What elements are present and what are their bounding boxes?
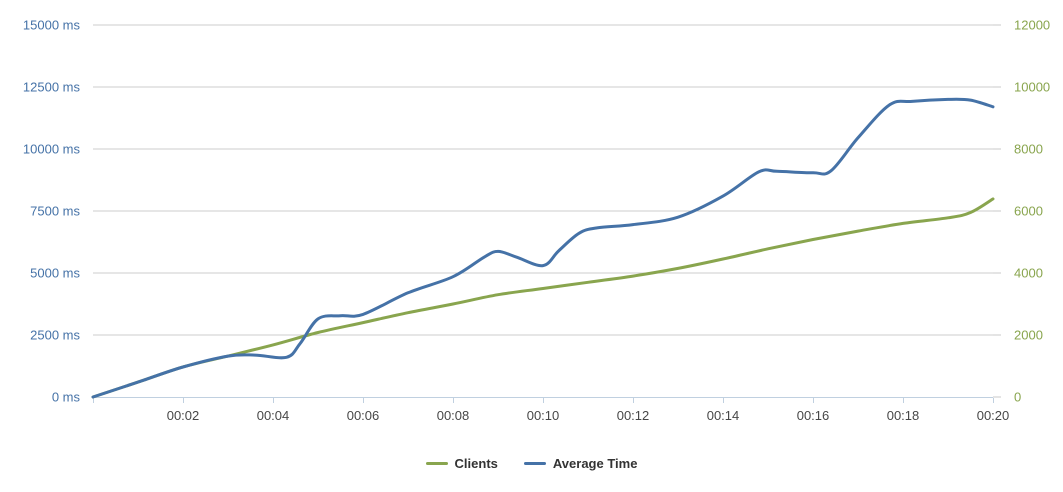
y-axis-right-label: 10000 xyxy=(1014,80,1050,95)
legend: Clients Average Time xyxy=(0,456,1063,471)
y-axis-left-label: 2500 ms xyxy=(30,328,80,343)
y-axis-left-label: 0 ms xyxy=(52,390,81,405)
y-axis-right-label: 2000 xyxy=(1014,328,1043,343)
x-axis-label: 00:04 xyxy=(257,408,290,423)
legend-item-clients[interactable]: Clients xyxy=(425,456,498,471)
legend-line-swatch-clients xyxy=(425,462,448,465)
x-axis-label: 00:20 xyxy=(977,408,1010,423)
x-axis-label: 00:02 xyxy=(167,408,200,423)
y-axis-right-label: 6000 xyxy=(1014,204,1043,219)
legend-label-clients: Clients xyxy=(454,456,498,471)
y-axis-left-label: 10000 ms xyxy=(23,142,81,157)
y-axis-right-label: 4000 xyxy=(1014,266,1043,281)
y-axis-left-label: 7500 ms xyxy=(30,204,80,219)
y-axis-right-label: 12000 xyxy=(1014,18,1050,33)
x-axis-label: 00:18 xyxy=(887,408,920,423)
x-axis-label: 00:14 xyxy=(707,408,740,423)
legend-line-swatch-average-time xyxy=(523,462,546,465)
x-axis-label: 00:06 xyxy=(347,408,380,423)
x-axis-label: 00:12 xyxy=(617,408,650,423)
series-line-clients[interactable] xyxy=(91,197,995,399)
y-axis-right-label: 0 xyxy=(1014,390,1021,405)
y-axis-left-label: 5000 ms xyxy=(30,266,80,281)
series-line-average-time[interactable] xyxy=(91,97,995,399)
y-axis-left-label: 15000 ms xyxy=(23,18,81,33)
y-axis-left-label: 12500 ms xyxy=(23,80,81,95)
y-axis-right-label: 8000 xyxy=(1014,142,1043,157)
legend-item-average-time[interactable]: Average Time xyxy=(523,456,638,471)
x-axis-label: 00:10 xyxy=(527,408,560,423)
x-axis-label: 00:16 xyxy=(797,408,830,423)
legend-label-average-time: Average Time xyxy=(552,456,638,471)
x-axis-label: 00:08 xyxy=(437,408,470,423)
